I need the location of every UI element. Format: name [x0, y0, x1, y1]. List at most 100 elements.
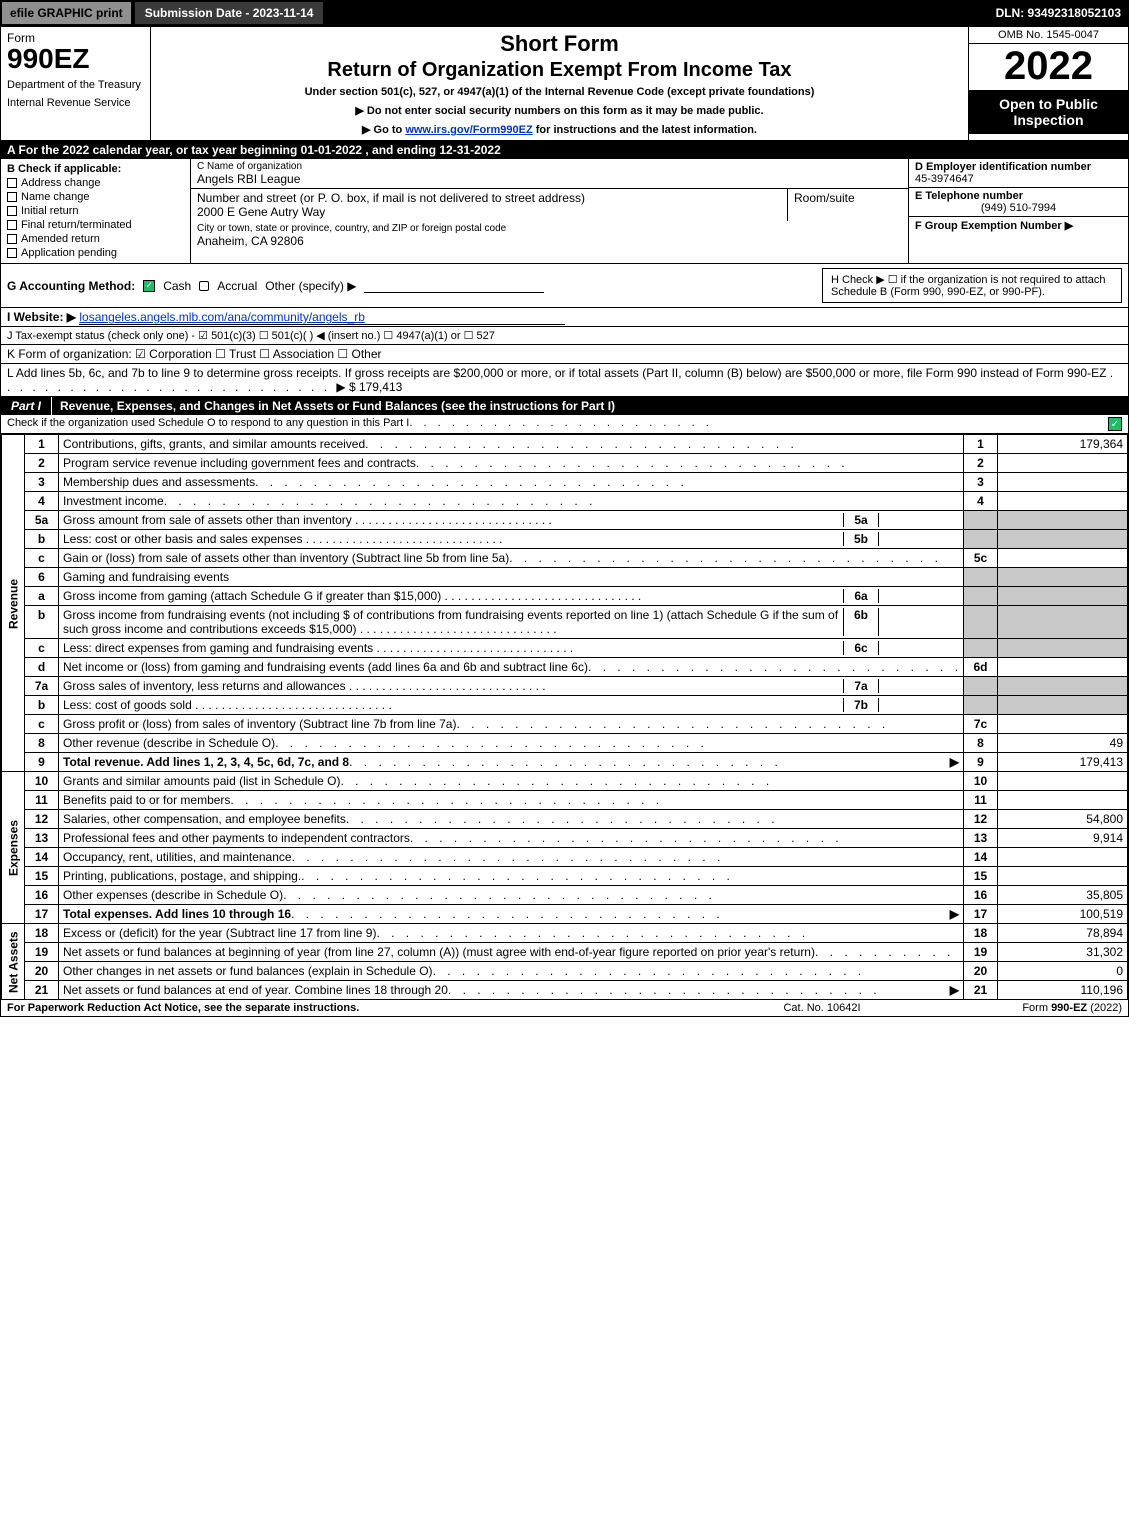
c-room-label: Room/suite: [794, 191, 902, 205]
line-number: 19: [25, 943, 59, 962]
line-value: [998, 715, 1128, 734]
b-item-label: Address change: [21, 177, 101, 189]
line-value: [998, 511, 1128, 530]
line-number: 8: [25, 734, 59, 753]
b-item-label: Application pending: [21, 247, 117, 259]
line-ref-num: 12: [964, 810, 998, 829]
checkbox-icon[interactable]: [7, 178, 17, 188]
org-street: 2000 E Gene Autry Way: [197, 205, 781, 219]
website-link[interactable]: losangeles.angels.mlb.com/ana/community/…: [79, 310, 565, 325]
line-description: Gross income from fundraising events (no…: [59, 606, 964, 639]
goto-link-line: ▶ Go to www.irs.gov/Form990EZ for instru…: [157, 123, 962, 136]
line-a-tax-year: A For the 2022 calendar year, or tax yea…: [1, 141, 1128, 159]
section-b-checkboxes: B Check if applicable: Address changeNam…: [1, 159, 191, 263]
line-number: 16: [25, 886, 59, 905]
ein-value: 45-3974647: [915, 173, 1122, 185]
table-row: 14Occupancy, rent, utilities, and mainte…: [2, 848, 1128, 867]
line-number: 13: [25, 829, 59, 848]
line-ref-num: 4: [964, 492, 998, 511]
line-number: 18: [25, 924, 59, 943]
line-value: 100,519: [998, 905, 1128, 924]
table-row: aGross income from gaming (attach Schedu…: [2, 587, 1128, 606]
line-value: 9,914: [998, 829, 1128, 848]
table-row: 4Investment income . . . . . . . . . . .…: [2, 492, 1128, 511]
line-number: 12: [25, 810, 59, 829]
table-row: 7aGross sales of inventory, less returns…: [2, 677, 1128, 696]
checkbox-icon[interactable]: [7, 220, 17, 230]
b-check-item: Name change: [7, 191, 184, 203]
line-description: Program service revenue including govern…: [59, 454, 964, 473]
g-other-blank[interactable]: [364, 279, 544, 293]
i-label: I Website: ▶: [7, 310, 76, 324]
line-number: 17: [25, 905, 59, 924]
irs-link[interactable]: www.irs.gov/Form990EZ: [405, 124, 532, 136]
part-i-title: Revenue, Expenses, and Changes in Net As…: [52, 397, 1128, 415]
table-row: 3Membership dues and assessments . . . .…: [2, 473, 1128, 492]
line-value: [998, 791, 1128, 810]
line-number: 14: [25, 848, 59, 867]
checkbox-icon[interactable]: [7, 248, 17, 258]
footer-formrev: Form 990-EZ (2022): [922, 1002, 1122, 1014]
line-description: Gross sales of inventory, less returns a…: [59, 677, 964, 696]
inner-line-val: [879, 608, 959, 636]
line-description: Total revenue. Add lines 1, 2, 3, 4, 5c,…: [59, 753, 964, 772]
accrual-checkbox[interactable]: [199, 281, 209, 291]
line-value: 35,805: [998, 886, 1128, 905]
e-tel-label: E Telephone number: [915, 190, 1122, 202]
table-row: dNet income or (loss) from gaming and fu…: [2, 658, 1128, 677]
footer-catno: Cat. No. 10642I: [722, 1002, 922, 1014]
efile-print-button[interactable]: efile GRAPHIC print: [0, 0, 133, 26]
line-description: Benefits paid to or for members . . . . …: [59, 791, 964, 810]
line-number: 3: [25, 473, 59, 492]
schedule-o-checkbox[interactable]: ✓: [1108, 417, 1122, 431]
line-value: [998, 677, 1128, 696]
tel-value: (949) 510-7994: [915, 202, 1122, 214]
line-ref-num: 2: [964, 454, 998, 473]
l-amount: ▶ $ 179,413: [336, 380, 402, 394]
line-ref-num: 21: [964, 981, 998, 1000]
line-description: Total expenses. Add lines 10 through 16 …: [59, 905, 964, 924]
part-i-header: Part I Revenue, Expenses, and Changes in…: [1, 397, 1128, 415]
line-description: Gain or (loss) from sale of assets other…: [59, 549, 964, 568]
line-number: d: [25, 658, 59, 677]
line-number: c: [25, 549, 59, 568]
page-footer: For Paperwork Reduction Act Notice, see …: [1, 1000, 1128, 1016]
line-ref-num: 18: [964, 924, 998, 943]
b-item-label: Final return/terminated: [21, 219, 132, 231]
part-i-subtitle: Check if the organization used Schedule …: [1, 415, 1128, 434]
cash-checkbox[interactable]: ✓: [143, 280, 155, 292]
checkbox-icon[interactable]: [7, 206, 17, 216]
line-ref-num: 9: [964, 753, 998, 772]
line-description: Gross amount from sale of assets other t…: [59, 511, 964, 530]
dln-label: DLN: 93492318052103: [988, 0, 1129, 26]
line-description: Less: direct expenses from gaming and fu…: [59, 639, 964, 658]
table-row: cGain or (loss) from sale of assets othe…: [2, 549, 1128, 568]
table-row: Expenses10Grants and similar amounts pai…: [2, 772, 1128, 791]
line-ref-num: [964, 587, 998, 606]
c-city-label: City or town, state or province, country…: [197, 223, 902, 234]
inner-line-val: [879, 641, 959, 655]
open-public-badge: Open to Public Inspection: [969, 90, 1128, 134]
line-ref-num: 1: [964, 435, 998, 454]
line-value: 54,800: [998, 810, 1128, 829]
line-description: Membership dues and assessments . . . . …: [59, 473, 964, 492]
line-ref-num: 3: [964, 473, 998, 492]
inner-line-num: 7b: [843, 698, 879, 712]
c-name-label: C Name of organization: [197, 161, 902, 172]
f-group-label: F Group Exemption Number ▶: [915, 220, 1073, 232]
checkbox-icon[interactable]: [7, 234, 17, 244]
part-i-tag: Part I: [1, 397, 52, 415]
line-description: Gross income from gaming (attach Schedul…: [59, 587, 964, 606]
table-row: bGross income from fundraising events (n…: [2, 606, 1128, 639]
g-other: Other (specify) ▶: [265, 279, 356, 293]
checkbox-icon[interactable]: [7, 192, 17, 202]
line-value: 179,364: [998, 435, 1128, 454]
line-ref-num: 17: [964, 905, 998, 924]
line-description: Investment income . . . . . . . . . . . …: [59, 492, 964, 511]
table-row: 19Net assets or fund balances at beginni…: [2, 943, 1128, 962]
line-g-h: G Accounting Method: ✓ Cash Accrual Othe…: [1, 264, 1128, 308]
line-ref-num: 8: [964, 734, 998, 753]
table-row: 8Other revenue (describe in Schedule O) …: [2, 734, 1128, 753]
line-description: Salaries, other compensation, and employ…: [59, 810, 964, 829]
table-row: bLess: cost of goods sold . . . . . . . …: [2, 696, 1128, 715]
